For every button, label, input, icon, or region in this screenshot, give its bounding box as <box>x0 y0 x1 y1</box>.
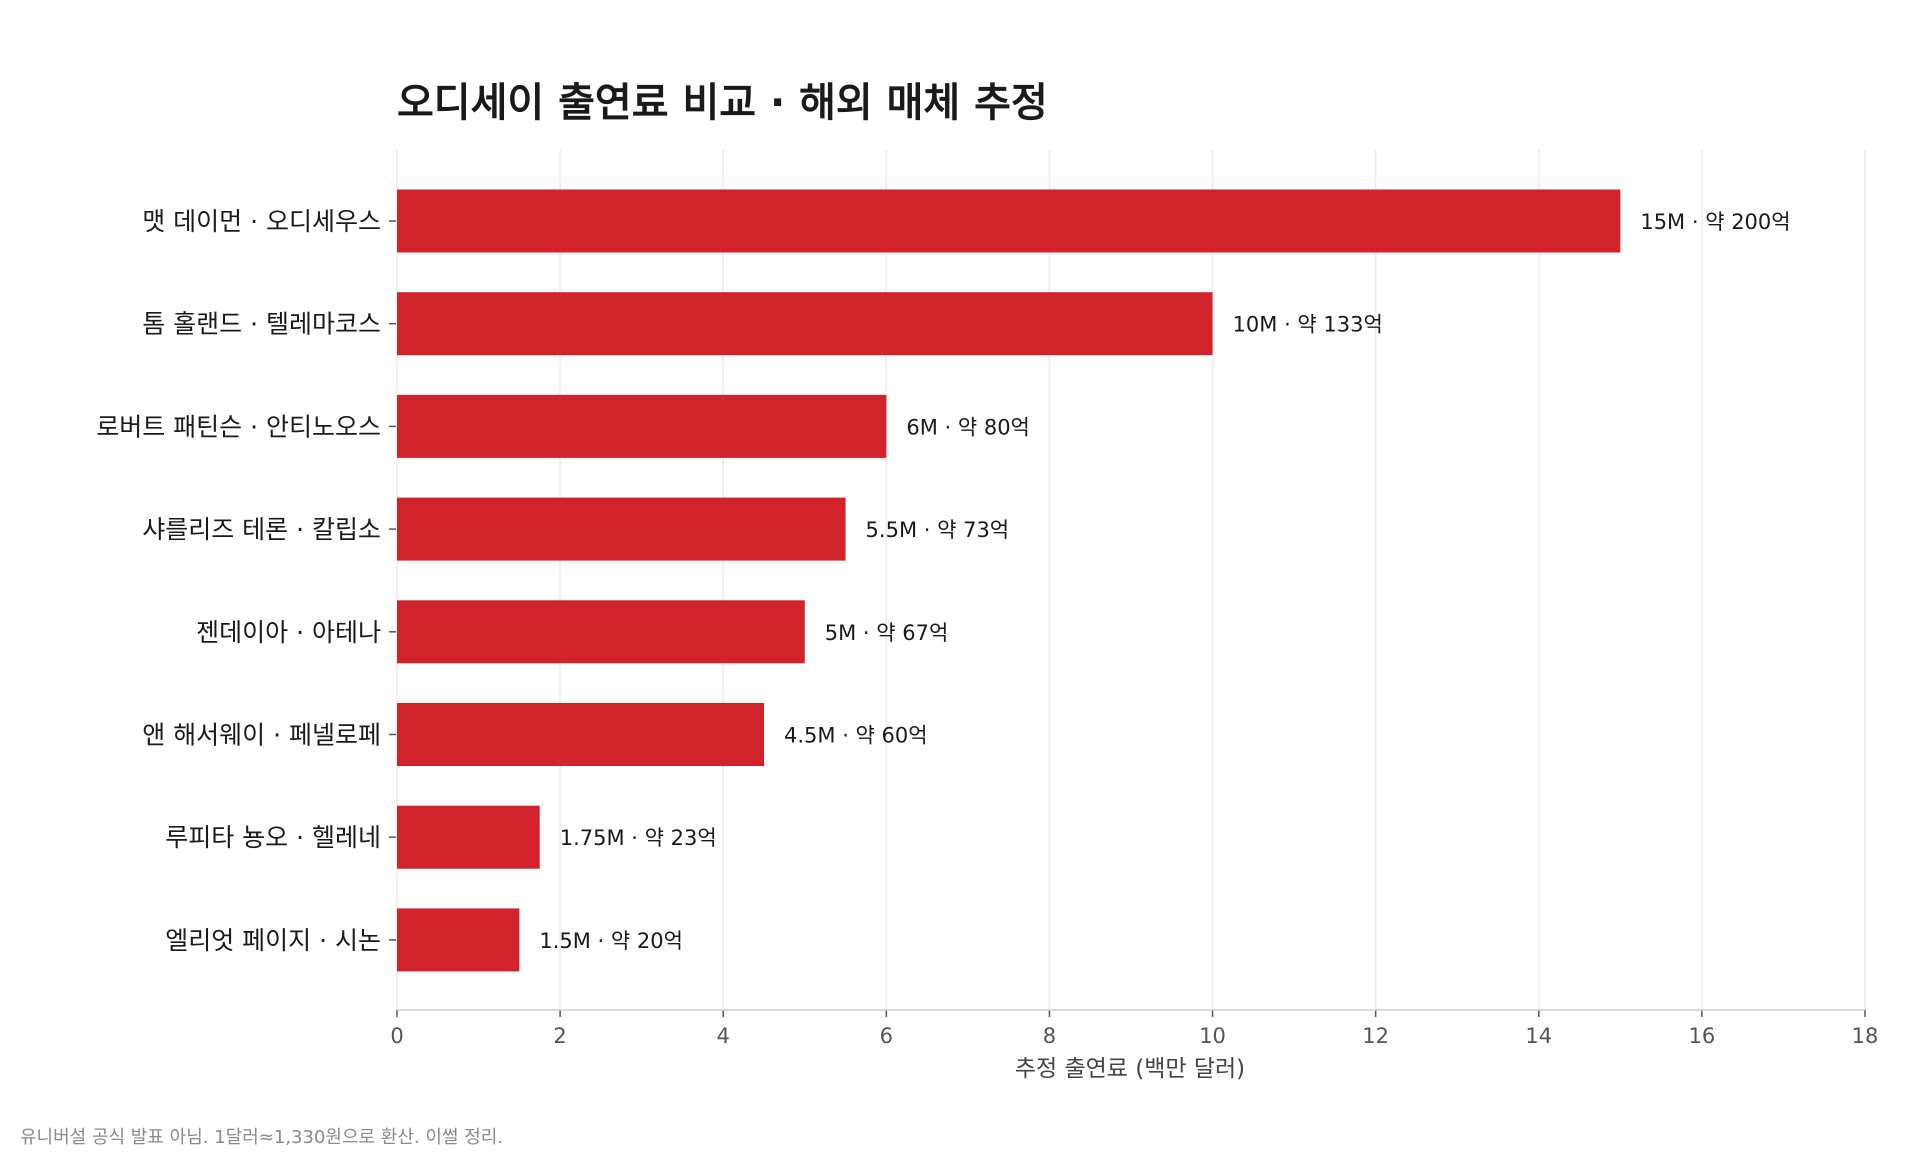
bar <box>397 703 764 766</box>
data-label: 5.5M · 약 73억 <box>866 518 1010 542</box>
x-axis: 0 2 4 6 8 10 12 14 16 18 <box>390 1009 1879 1048</box>
category-label: 맷 데이먼 · 오디세우스 <box>142 207 381 236</box>
data-label: 6M · 약 80억 <box>906 415 1030 439</box>
x-tick-label: 4 <box>717 1024 730 1048</box>
x-tick-label: 2 <box>553 1024 566 1048</box>
gridlines <box>396 150 1866 1010</box>
category-label: 샤를리즈 테론 · 칼립소 <box>142 515 381 544</box>
footnote: 유니버설 공식 발표 아님. 1달러≈1,330원으로 환산. 이썰 정리. <box>20 1127 503 1148</box>
x-axis-label: 추정 출연료 (백만 달러) <box>1015 1056 1245 1082</box>
x-tick-label: 8 <box>1043 1024 1056 1048</box>
data-label: 15M · 약 200억 <box>1640 210 1790 234</box>
data-label: 4.5M · 약 60억 <box>784 724 928 748</box>
category-label: 젠데이아 · 아테나 <box>196 618 381 647</box>
bar <box>397 497 846 561</box>
data-label: 5M · 약 67억 <box>825 621 949 645</box>
data-labels: 15M · 약 200억 10M · 약 133억 6M · 약 80억 5.5M ·… <box>539 210 1790 953</box>
bar <box>397 292 1213 356</box>
bar <box>397 908 520 972</box>
x-tick-label: 14 <box>1525 1024 1552 1048</box>
category-label: 톰 홀랜드 · 텔레마코스 <box>142 310 381 339</box>
x-tick-label: 0 <box>390 1024 403 1048</box>
category-label: 앤 해서웨이 · 페넬로페 <box>142 721 381 750</box>
chart-title: 오디세이 출연료 비교 · 해외 매체 추정 <box>397 80 1048 126</box>
data-label: 1.75M · 약 23억 <box>560 826 717 850</box>
bar <box>397 600 805 664</box>
x-tick-label: 16 <box>1689 1024 1716 1048</box>
bar <box>397 394 887 458</box>
bars <box>397 189 1621 972</box>
bar <box>397 189 1621 253</box>
bar <box>397 805 540 869</box>
x-tick-label: 12 <box>1362 1024 1389 1048</box>
category-label: 로버트 패틴슨 · 안티노오스 <box>96 412 381 441</box>
category-label: 루피타 뇽오 · 헬레네 <box>165 823 381 852</box>
data-label: 1.5M · 약 20억 <box>539 929 683 953</box>
x-tick-label: 6 <box>880 1024 893 1048</box>
data-label: 10M · 약 133억 <box>1233 313 1383 337</box>
category-label: 엘리엇 페이지 · 시논 <box>165 926 381 955</box>
x-tick-label: 10 <box>1199 1024 1226 1048</box>
x-tick-label: 18 <box>1852 1024 1879 1048</box>
